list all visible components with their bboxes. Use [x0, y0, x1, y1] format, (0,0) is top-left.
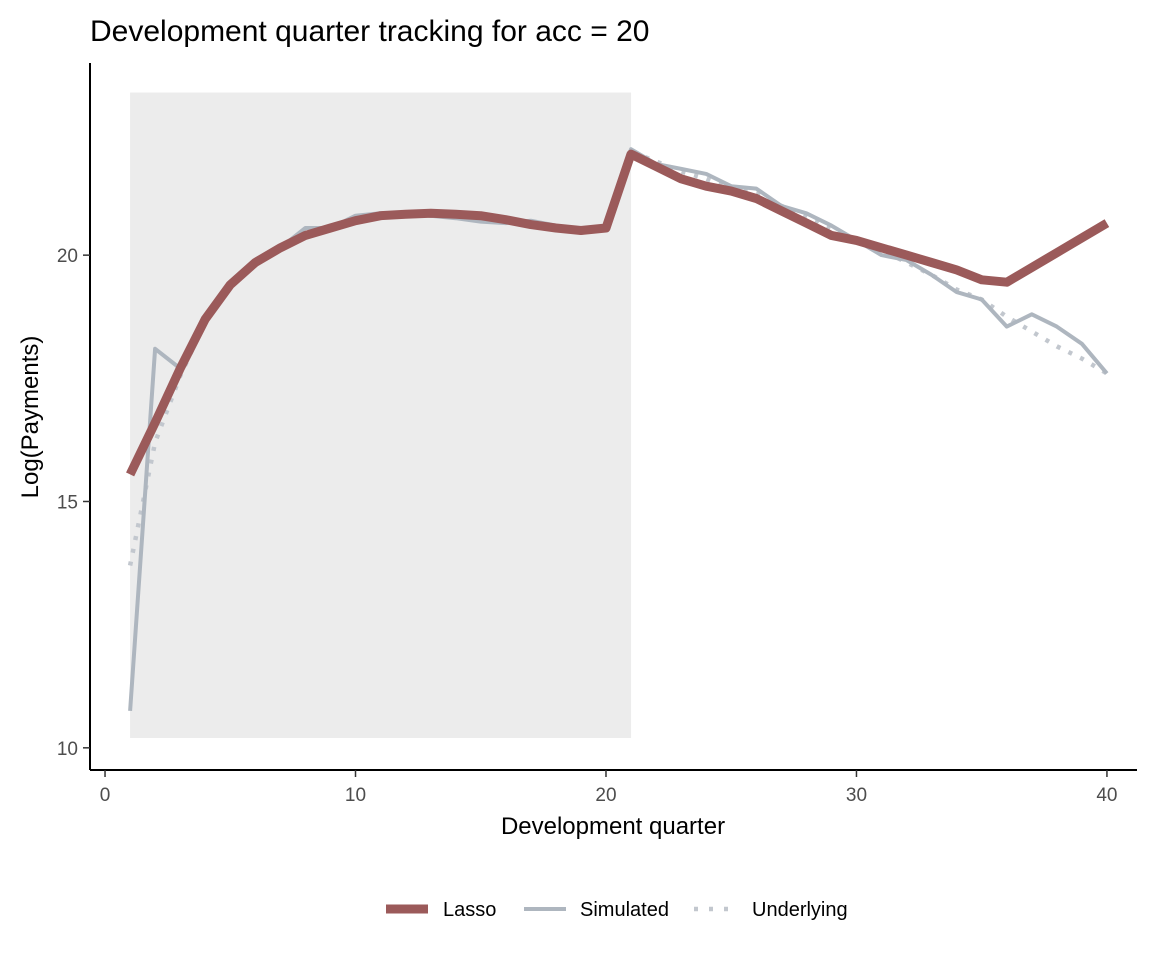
x-tick-label: 30 [846, 785, 867, 806]
x-tick-label: 0 [100, 785, 111, 806]
x-tick-label: 40 [1096, 785, 1117, 806]
legend-label-lasso: Lasso [443, 899, 496, 921]
shaded-region [130, 92, 632, 738]
x-axis-title: Development quarter [501, 813, 725, 840]
y-tick-label: 10 [57, 739, 78, 760]
y-axis-title: Log(Payments) [17, 336, 44, 499]
y-axis-ticks: 10 15 20 [57, 246, 90, 760]
chart-title: Development quarter tracking for acc = 2… [90, 15, 649, 48]
x-axis-ticks: 0 10 20 30 40 [100, 770, 1118, 806]
series-layer [126, 147, 1110, 712]
legend: Lasso Simulated Underlying [386, 899, 848, 921]
y-tick-label: 20 [57, 246, 78, 267]
legend-label-underlying: Underlying [752, 899, 848, 921]
x-tick-label: 10 [345, 785, 366, 806]
x-tick-label: 20 [595, 785, 616, 806]
legend-label-simulated: Simulated [580, 899, 669, 921]
series-line-lasso [126, 149, 1110, 477]
plot-panel [126, 92, 1110, 738]
y-tick-label: 15 [57, 492, 78, 513]
